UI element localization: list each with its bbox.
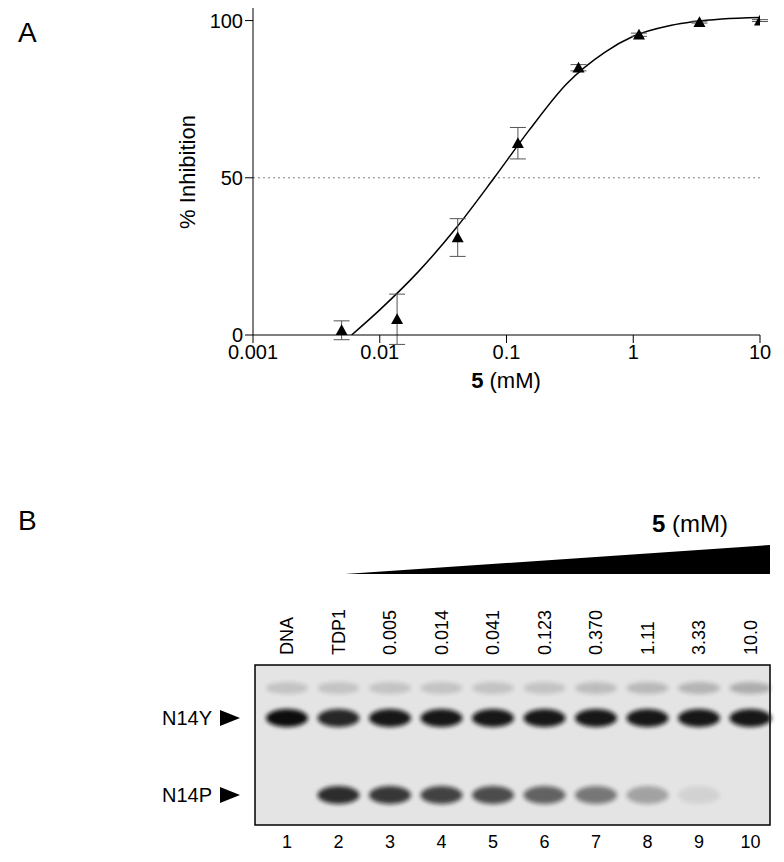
svg-text:9: 9 [694, 832, 704, 852]
svg-text:0.014: 0.014 [432, 610, 452, 655]
svg-text:5 (mM): 5 (mM) [652, 510, 728, 537]
svg-text:10: 10 [749, 341, 771, 363]
svg-text:50: 50 [221, 167, 243, 189]
svg-text:5: 5 [488, 832, 498, 852]
svg-text:N14P: N14P [162, 784, 212, 806]
svg-text:1.11: 1.11 [638, 621, 658, 655]
svg-text:6: 6 [539, 832, 549, 852]
svg-text:100: 100 [210, 10, 243, 32]
svg-text:0.041: 0.041 [483, 610, 503, 655]
svg-text:7: 7 [591, 832, 601, 852]
svg-text:4: 4 [436, 832, 446, 852]
svg-text:10.0: 10.0 [741, 620, 761, 655]
svg-text:A: A [18, 17, 37, 48]
svg-text:TDP1: TDP1 [329, 609, 349, 655]
svg-text:% Inhibition: % Inhibition [175, 115, 200, 229]
svg-text:N14Y: N14Y [162, 707, 212, 729]
svg-text:3.33: 3.33 [689, 620, 709, 655]
svg-text:DNA: DNA [277, 617, 297, 655]
svg-text:B: B [18, 505, 37, 536]
svg-text:0: 0 [232, 324, 243, 346]
svg-text:1: 1 [628, 341, 639, 363]
svg-text:0.370: 0.370 [586, 610, 606, 655]
svg-text:2: 2 [333, 832, 343, 852]
svg-text:0.123: 0.123 [535, 610, 555, 655]
svg-text:0.001: 0.001 [228, 341, 278, 364]
svg-text:1: 1 [282, 832, 292, 852]
svg-text:3: 3 [385, 832, 395, 852]
svg-text:0.005: 0.005 [380, 610, 400, 655]
svg-text:0.1: 0.1 [493, 341, 521, 363]
svg-text:10: 10 [740, 832, 760, 852]
svg-text:5 (mM): 5 (mM) [471, 368, 541, 393]
svg-text:0.01: 0.01 [360, 341, 399, 363]
svg-text:8: 8 [642, 832, 652, 852]
